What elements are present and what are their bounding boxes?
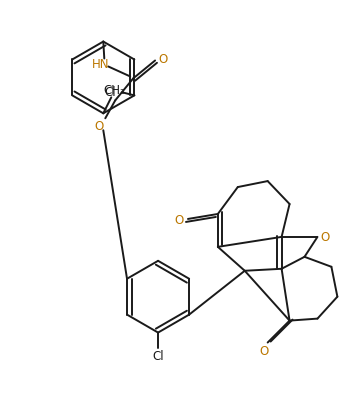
- Text: CH₃: CH₃: [103, 84, 125, 97]
- Text: O: O: [95, 119, 104, 133]
- Text: HN: HN: [92, 58, 109, 71]
- Text: O: O: [259, 344, 268, 357]
- Text: O: O: [174, 214, 183, 227]
- Text: O: O: [158, 53, 168, 66]
- Text: Cl: Cl: [104, 85, 116, 99]
- Text: O: O: [321, 231, 330, 244]
- Text: Cl: Cl: [152, 349, 164, 362]
